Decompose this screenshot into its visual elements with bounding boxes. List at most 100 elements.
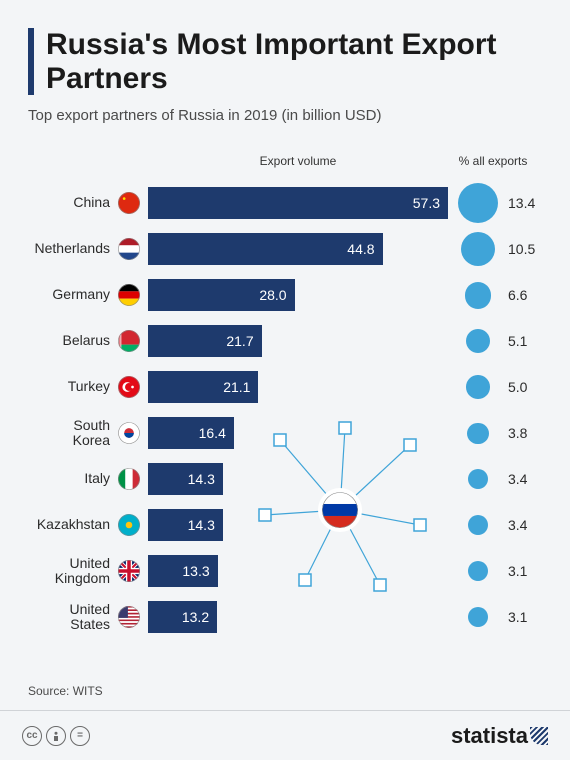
table-row: China 57.3 13.4: [28, 180, 542, 226]
chart-rows: China 57.3 13.4 Netherlands 44.8 10.5 Ge…: [28, 180, 542, 640]
pct-value: 3.1: [508, 609, 542, 625]
bubble: [467, 423, 488, 444]
bar-cell: 44.8: [148, 233, 448, 265]
bar-cell: 21.1: [148, 371, 448, 403]
country-label: UnitedKingdom: [28, 556, 116, 587]
bar-value: 21.1: [223, 379, 250, 395]
table-row: UnitedKingdom 13.3 3.1: [28, 548, 542, 594]
brand-text: statista: [451, 723, 528, 749]
flag-icon: [116, 376, 142, 398]
bar-value: 14.3: [188, 471, 215, 487]
bar-value: 28.0: [259, 287, 286, 303]
bar-value: 13.3: [182, 563, 209, 579]
country-label: Netherlands: [28, 241, 116, 256]
pct-value: 13.4: [508, 195, 542, 211]
bar: 21.7: [148, 325, 262, 357]
bubble: [465, 282, 492, 309]
bar-value: 21.7: [226, 333, 253, 349]
header-percent: % all exports: [448, 154, 538, 168]
country-label: Germany: [28, 287, 116, 302]
header-volume: Export volume: [148, 154, 448, 168]
bubble-cell: [448, 515, 508, 536]
bar-cell: 16.4: [148, 417, 448, 449]
bar: 21.1: [148, 371, 258, 403]
brand-logo: statista: [451, 723, 548, 749]
bubble: [468, 469, 489, 490]
flag-icon: [116, 468, 142, 490]
pct-value: 3.1: [508, 563, 542, 579]
bubble-cell: [448, 183, 508, 223]
country-label: SouthKorea: [28, 418, 116, 449]
flag-icon: [116, 330, 142, 352]
bubble-cell: [448, 375, 508, 399]
pct-value: 3.4: [508, 517, 542, 533]
title-block: Russia's Most Important Export Partners: [28, 28, 542, 95]
bar-cell: 14.3: [148, 463, 448, 495]
bubble-cell: [448, 282, 508, 309]
bar: 44.8: [148, 233, 383, 265]
pct-value: 6.6: [508, 287, 542, 303]
bar-cell: 13.2: [148, 601, 448, 633]
flag-icon: [116, 422, 142, 444]
table-row: Netherlands 44.8 10.5: [28, 226, 542, 272]
footer: cc = statista: [0, 710, 570, 760]
subtitle: Top export partners of Russia in 2019 (i…: [28, 107, 542, 124]
flag-icon: [116, 238, 142, 260]
flag-icon: [116, 514, 142, 536]
bar-value: 57.3: [413, 195, 440, 211]
pct-value: 5.1: [508, 333, 542, 349]
pct-value: 3.8: [508, 425, 542, 441]
table-row: Belarus 21.7 5.1: [28, 318, 542, 364]
pct-value: 3.4: [508, 471, 542, 487]
country-label: Italy: [28, 471, 116, 486]
bar: 14.3: [148, 463, 223, 495]
bubble: [468, 607, 488, 627]
bar-value: 44.8: [347, 241, 374, 257]
bar-cell: 57.3: [148, 187, 448, 219]
column-headers: Export volume % all exports: [28, 154, 542, 168]
bar-cell: 21.7: [148, 325, 448, 357]
table-row: Italy 14.3 3.4: [28, 456, 542, 502]
bubble: [461, 232, 495, 266]
bar: 13.3: [148, 555, 218, 587]
table-row: Germany 28.0 6.6: [28, 272, 542, 318]
brand-wave-icon: [530, 727, 548, 745]
bar: 57.3: [148, 187, 448, 219]
bar: 16.4: [148, 417, 234, 449]
bar-cell: 13.3: [148, 555, 448, 587]
bubble-cell: [448, 232, 508, 266]
table-row: SouthKorea 16.4 3.8: [28, 410, 542, 456]
cc-icon: cc: [22, 726, 42, 746]
bubble-cell: [448, 561, 508, 581]
source-text: Source: WITS: [28, 684, 103, 698]
flag-icon: [116, 606, 142, 628]
table-row: Turkey 21.1 5.0: [28, 364, 542, 410]
flag-icon: [116, 284, 142, 306]
bubble: [466, 329, 490, 353]
pct-value: 10.5: [508, 241, 542, 257]
bubble: [468, 515, 489, 536]
license-icons: cc =: [22, 726, 90, 746]
pct-value: 5.0: [508, 379, 542, 395]
bar-value: 13.2: [182, 609, 209, 625]
country-label: Turkey: [28, 379, 116, 394]
country-label: Kazakhstan: [28, 517, 116, 532]
bar-value: 14.3: [188, 517, 215, 533]
bar: 13.2: [148, 601, 217, 633]
bar: 14.3: [148, 509, 223, 541]
bar-cell: 14.3: [148, 509, 448, 541]
page-title: Russia's Most Important Export Partners: [46, 28, 542, 95]
bubble-cell: [448, 423, 508, 444]
table-row: Kazakhstan 14.3 3.4: [28, 502, 542, 548]
bubble-cell: [448, 607, 508, 627]
by-icon: [46, 726, 66, 746]
nd-icon: =: [70, 726, 90, 746]
bubble-cell: [448, 329, 508, 353]
country-label: UnitedStates: [28, 602, 116, 633]
country-label: China: [28, 195, 116, 210]
bubble: [468, 561, 488, 581]
bubble: [466, 375, 490, 399]
bubble-cell: [448, 469, 508, 490]
flag-icon: [116, 192, 142, 214]
bar-cell: 28.0: [148, 279, 448, 311]
